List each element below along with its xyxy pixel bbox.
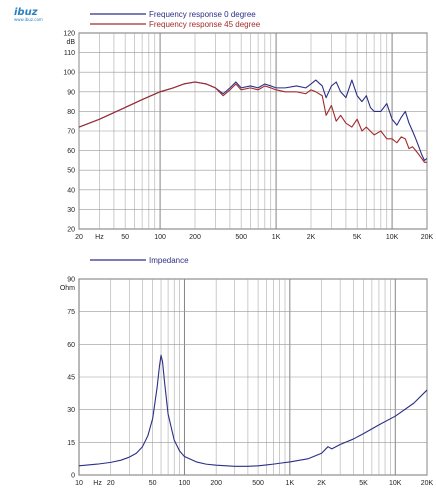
x-tick-label: 5K: [359, 480, 368, 487]
legend-label: Frequency response 45 degree: [149, 20, 261, 29]
x-tick-label: 5K: [353, 234, 362, 241]
y-axis-label: dB: [66, 39, 75, 46]
y-tick-label: 80: [67, 109, 75, 116]
x-tick-label: 10K: [386, 234, 399, 241]
x-tick-label: 20K: [421, 234, 434, 241]
x-tick-label: 2K: [307, 234, 316, 241]
y-tick-label: 20: [67, 227, 75, 234]
x-tick-label: 20K: [421, 480, 434, 487]
x-tick-label: Hz: [93, 480, 102, 487]
y-tick-label: 120: [63, 31, 75, 38]
y-tick-label: 100: [63, 70, 75, 77]
x-tick-label: 200: [210, 480, 222, 487]
x-tick-label: 100: [179, 480, 191, 487]
y-tick-label: 70: [67, 129, 75, 136]
y-tick-label: 90: [67, 277, 75, 284]
series-line: [78, 81, 427, 163]
x-tick-label: 20: [107, 480, 115, 487]
x-tick-label: 500: [252, 480, 264, 487]
y-tick-label: 60: [67, 148, 75, 155]
legend-label: Impedance: [149, 256, 189, 265]
y-tick-label: 75: [67, 309, 75, 316]
y-tick-label: 45: [67, 375, 75, 382]
logo-text: ibuz: [14, 7, 38, 18]
logo: ibuz www.ibuz.com: [14, 7, 43, 22]
y-tick-label: 60: [67, 342, 75, 349]
x-tick-label: Hz: [95, 234, 104, 241]
x-tick-label: 100: [154, 234, 166, 241]
x-tick-label: 10: [75, 480, 83, 487]
x-tick-label: 2K: [317, 480, 326, 487]
x-tick-label: 1K: [272, 234, 281, 241]
logo-subtext: www.ibuz.com: [14, 17, 43, 22]
legend-label: Frequency response 0 degree: [149, 10, 256, 19]
x-tick-label: 50: [121, 234, 129, 241]
y-tick-label: 30: [67, 407, 75, 414]
x-tick-label: 20: [75, 234, 83, 241]
x-tick-label: 1K: [286, 480, 295, 487]
y-tick-label: 110: [64, 50, 75, 57]
series-line: [78, 354, 428, 467]
y-tick-label: 30: [67, 207, 75, 214]
y-tick-label: 50: [67, 168, 75, 175]
x-tick-label: 10K: [389, 480, 402, 487]
x-tick-label: 500: [235, 234, 247, 241]
y-tick-label: 40: [67, 187, 75, 194]
y-axis-label: Ohm: [60, 285, 75, 292]
y-tick-label: 90: [67, 89, 75, 96]
x-tick-label: 50: [149, 480, 157, 487]
y-tick-label: 0: [71, 473, 75, 480]
y-tick-label: 15: [67, 440, 75, 447]
x-tick-label: 200: [189, 234, 201, 241]
